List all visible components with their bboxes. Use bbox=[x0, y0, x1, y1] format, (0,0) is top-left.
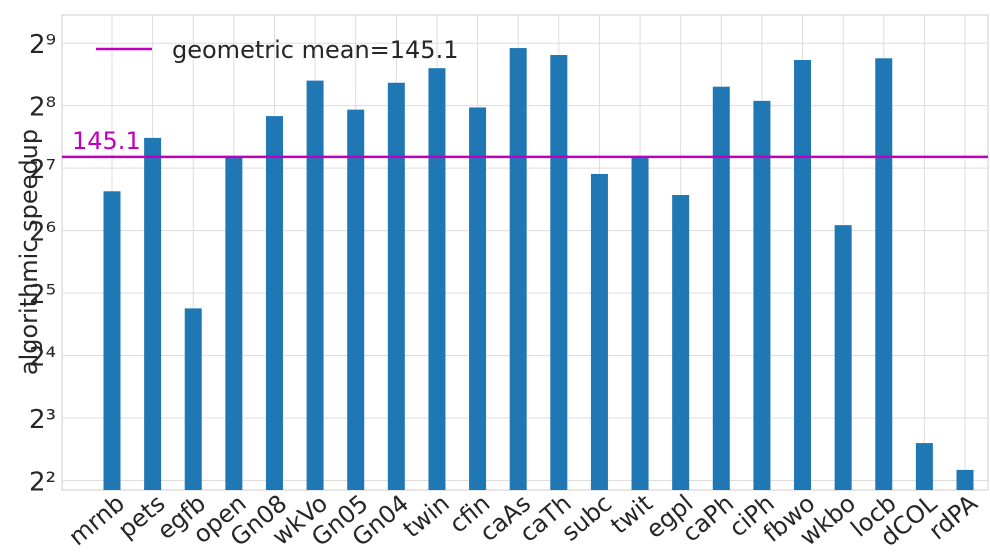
legend-label: geometric mean=145.1 bbox=[172, 36, 458, 64]
bar bbox=[712, 86, 730, 490]
bar bbox=[428, 68, 446, 490]
bar bbox=[915, 443, 933, 490]
bar bbox=[631, 156, 649, 490]
mean-annotation: 145.1 bbox=[72, 127, 141, 155]
y-axis-label: algorithmic speedup bbox=[15, 129, 43, 375]
y-tick-label: 2⁹ bbox=[29, 30, 56, 60]
bar bbox=[672, 195, 690, 490]
bar bbox=[265, 116, 283, 491]
bar bbox=[387, 82, 405, 491]
bar bbox=[184, 308, 202, 490]
bar bbox=[347, 109, 365, 491]
bar bbox=[306, 80, 324, 490]
y-tick-label: 2⁵ bbox=[29, 280, 56, 310]
y-tick-label: 2⁴ bbox=[29, 343, 56, 373]
bar bbox=[590, 173, 608, 490]
bar bbox=[753, 100, 771, 490]
y-tick-label: 2³ bbox=[29, 405, 56, 435]
x-tick-label: rdPA bbox=[923, 489, 983, 546]
bar bbox=[956, 469, 974, 490]
bar bbox=[550, 55, 568, 490]
y-tick-label: 2² bbox=[29, 468, 56, 498]
bar bbox=[794, 59, 812, 490]
y-tick-label: 2⁷ bbox=[29, 155, 56, 185]
bar bbox=[144, 137, 162, 491]
y-tick-label: 2⁶ bbox=[29, 218, 56, 248]
bar bbox=[225, 156, 243, 490]
bar bbox=[834, 225, 852, 490]
bar bbox=[875, 58, 893, 491]
bar bbox=[103, 191, 121, 490]
y-tick-label: 2⁸ bbox=[29, 93, 56, 123]
bar bbox=[509, 48, 527, 490]
bar bbox=[469, 107, 487, 490]
